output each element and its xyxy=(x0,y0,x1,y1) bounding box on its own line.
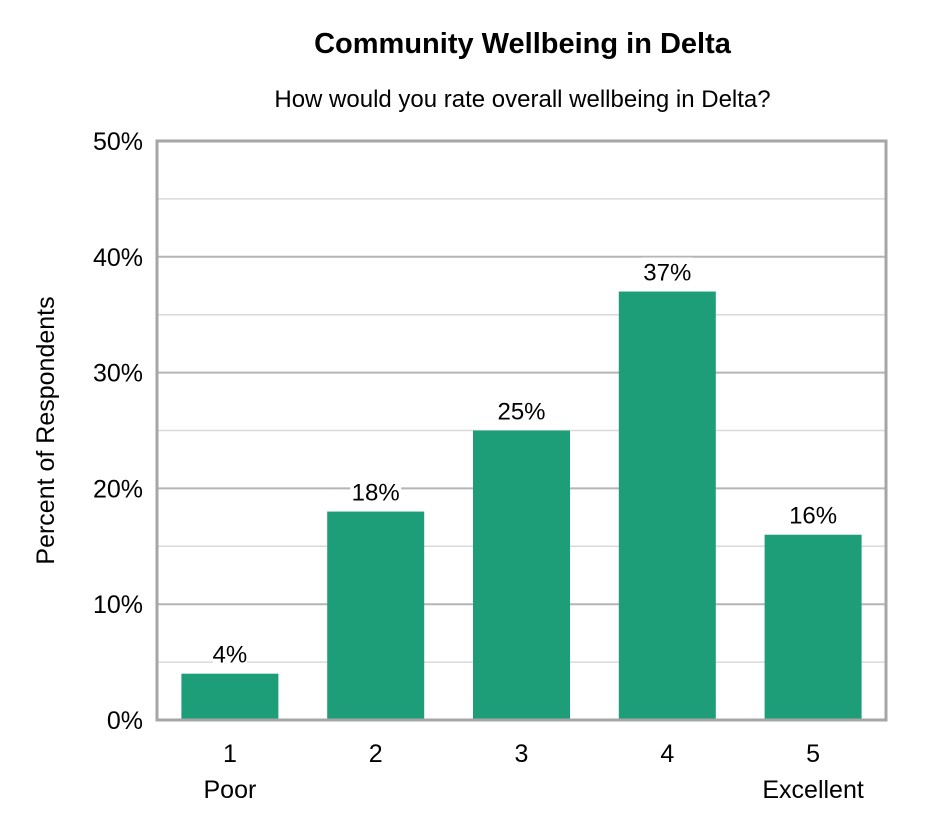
data-label: 4% xyxy=(213,642,248,669)
y-tick-label: 30% xyxy=(93,360,143,388)
x-tick-label: 5 xyxy=(806,740,820,768)
data-label-background xyxy=(350,477,402,506)
x-tick-sublabel: Poor xyxy=(203,776,256,804)
plot-border xyxy=(155,139,888,722)
bar xyxy=(181,673,279,720)
bar xyxy=(764,534,862,720)
data-label: 18% xyxy=(352,480,400,507)
chart-subtitle: How would you rate overall wellbeing in … xyxy=(274,86,771,113)
bar xyxy=(327,511,425,720)
data-label-background xyxy=(787,500,839,529)
y-tick-label: 40% xyxy=(93,244,143,272)
bar xyxy=(473,430,570,720)
chart-title: Community Wellbeing in Delta xyxy=(314,28,731,60)
data-label-background xyxy=(641,257,693,286)
x-tick-label: 2 xyxy=(369,740,383,768)
y-tick-label: 0% xyxy=(107,707,143,735)
y-tick-label: 50% xyxy=(93,128,143,156)
y-tick-label: 10% xyxy=(93,591,143,619)
x-tick-label: 3 xyxy=(515,740,529,768)
bar xyxy=(618,291,716,720)
data-label: 25% xyxy=(497,399,545,426)
y-tick-label: 20% xyxy=(93,475,143,503)
x-tick-sublabel: Excellent xyxy=(762,776,863,804)
data-label: 16% xyxy=(789,503,837,530)
x-tick-label: 4 xyxy=(660,740,674,768)
x-tick-label: 1 xyxy=(223,740,237,768)
data-label-background xyxy=(496,396,547,425)
data-label: 37% xyxy=(643,260,691,287)
y-axis-label: Percent of Respondents xyxy=(32,296,60,564)
data-label-background xyxy=(212,639,247,668)
